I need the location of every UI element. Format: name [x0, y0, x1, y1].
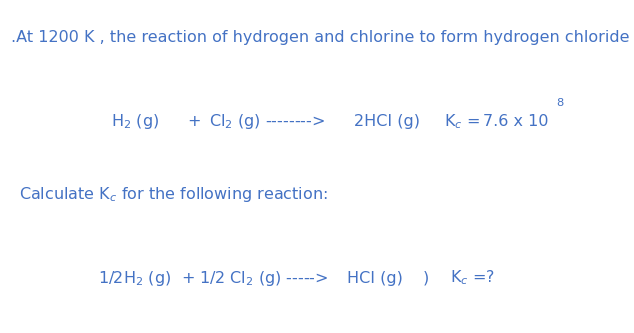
Text: .At 1200 K , the reaction of hydrogen and chlorine to form hydrogen chloride is: .At 1200 K , the reaction of hydrogen an…	[11, 30, 634, 45]
Text: H$_2$ (g): H$_2$ (g)	[111, 112, 159, 131]
Text: 2HCI (g): 2HCI (g)	[354, 114, 420, 129]
Text: Cl$_2$ (g) -------->: Cl$_2$ (g) -------->	[209, 112, 325, 131]
Text: 1/2H$_2$ (g): 1/2H$_2$ (g)	[98, 268, 172, 288]
Text: K$_c$ =: K$_c$ =	[444, 112, 480, 131]
Text: K$_c$ =?: K$_c$ =?	[450, 269, 495, 287]
Text: Calculate K$_c$ for the following reaction:: Calculate K$_c$ for the following reacti…	[19, 185, 328, 204]
Text: HCI (g): HCI (g)	[347, 270, 403, 286]
Text: + 1/2 Cl$_2$ (g) ----->: + 1/2 Cl$_2$ (g) ----->	[181, 268, 328, 288]
Text: 8: 8	[557, 98, 564, 108]
Text: +: +	[187, 114, 200, 129]
Text: ): )	[423, 270, 429, 286]
Text: 7.6 x 10: 7.6 x 10	[483, 114, 548, 129]
